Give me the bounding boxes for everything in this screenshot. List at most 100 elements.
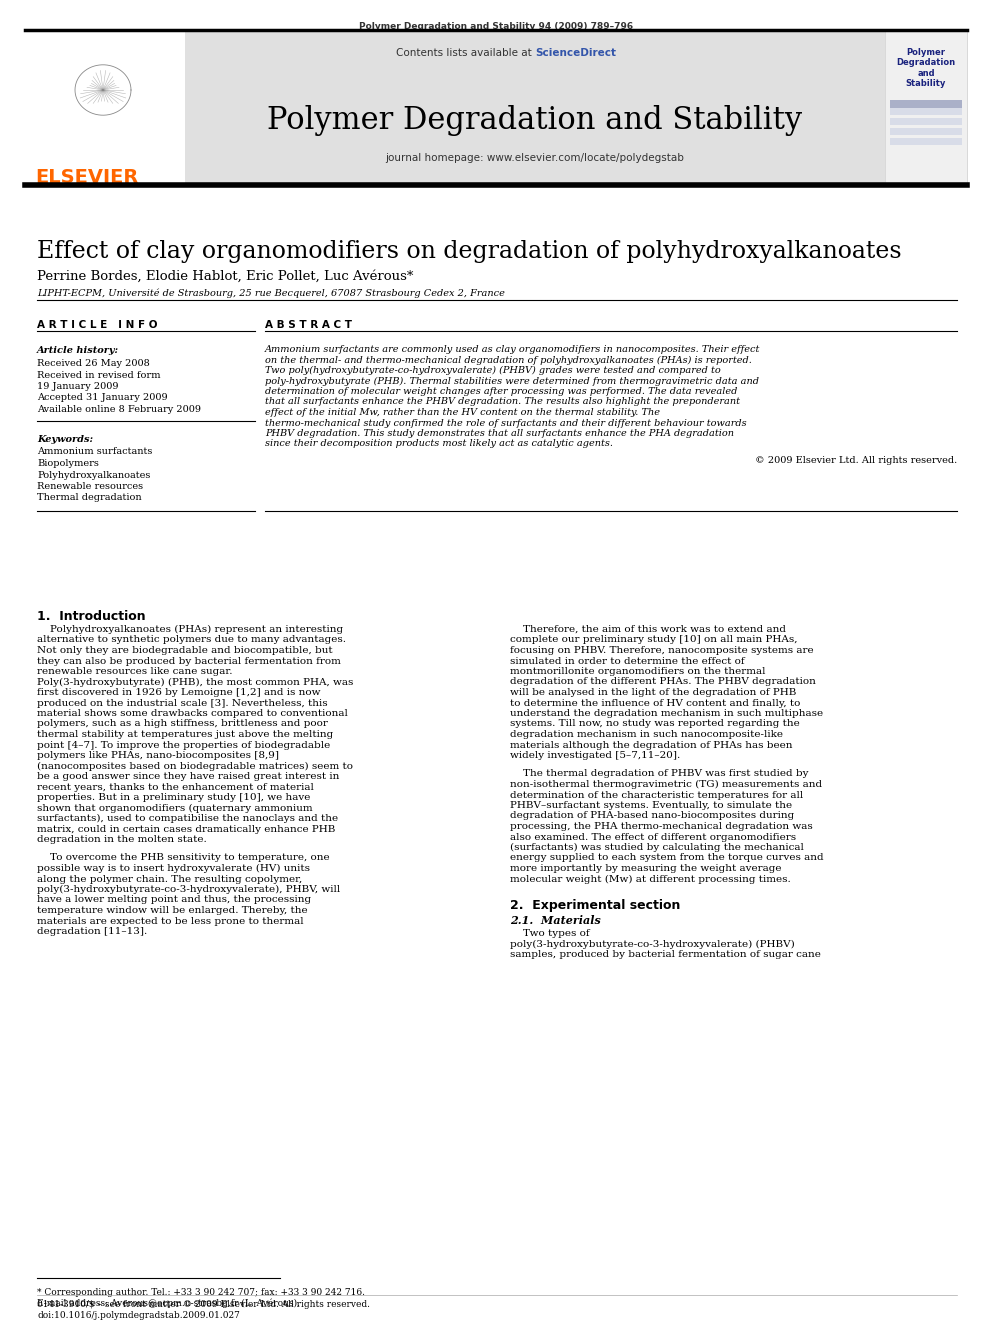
Text: materials although the degradation of PHAs has been: materials although the degradation of PH…: [510, 741, 793, 750]
Text: along the polymer chain. The resulting copolymer,: along the polymer chain. The resulting c…: [37, 875, 303, 884]
Text: Biopolymers: Biopolymers: [37, 459, 99, 468]
Text: Received in revised form: Received in revised form: [37, 370, 161, 380]
Text: to determine the influence of HV content and finally, to: to determine the influence of HV content…: [510, 699, 801, 708]
Text: non-isothermal thermogravimetric (TG) measurements and: non-isothermal thermogravimetric (TG) me…: [510, 781, 822, 789]
Text: Not only they are biodegradable and biocompatible, but: Not only they are biodegradable and bioc…: [37, 646, 332, 655]
Text: Polymer Degradation and Stability: Polymer Degradation and Stability: [268, 105, 803, 136]
Text: temperature window will be enlarged. Thereby, the: temperature window will be enlarged. The…: [37, 906, 308, 916]
Text: widely investigated [5–7,11–20].: widely investigated [5–7,11–20].: [510, 751, 681, 759]
Bar: [885, 30, 967, 185]
Text: degradation of PHA-based nano-biocomposites during: degradation of PHA-based nano-biocomposi…: [510, 811, 795, 820]
Text: To overcome the PHB sensitivity to temperature, one: To overcome the PHB sensitivity to tempe…: [37, 853, 329, 863]
Text: Keywords:: Keywords:: [37, 434, 93, 443]
Text: 19 January 2009: 19 January 2009: [37, 382, 118, 392]
Text: The thermal degradation of PHBV was first studied by: The thermal degradation of PHBV was firs…: [510, 770, 808, 778]
Text: material shows some drawbacks compared to conventional: material shows some drawbacks compared t…: [37, 709, 348, 718]
Text: degradation [11–13].: degradation [11–13].: [37, 927, 147, 935]
Text: Two types of: Two types of: [510, 929, 589, 938]
Text: PHBV degradation. This study demonstrates that all surfactants enhance the PHA d: PHBV degradation. This study demonstrate…: [265, 429, 734, 438]
Text: Therefore, the aim of this work was to extend and: Therefore, the aim of this work was to e…: [510, 624, 786, 634]
Text: samples, produced by bacterial fermentation of sugar cane: samples, produced by bacterial fermentat…: [510, 950, 820, 959]
Text: Ammonium surfactants are commonly used as clay organomodifiers in nanocomposites: Ammonium surfactants are commonly used a…: [265, 345, 761, 355]
Text: more importantly by measuring the weight average: more importantly by measuring the weight…: [510, 864, 782, 873]
Bar: [890, 128, 962, 135]
Text: since their decomposition products most likely act as catalytic agents.: since their decomposition products most …: [265, 439, 613, 448]
Text: Polyhydroxyalkanoates (PHAs) represent an interesting: Polyhydroxyalkanoates (PHAs) represent a…: [37, 624, 343, 634]
Text: renewable resources like cane sugar.: renewable resources like cane sugar.: [37, 667, 232, 676]
Text: polymers like PHAs, nano-biocomposites [8,9]: polymers like PHAs, nano-biocomposites […: [37, 751, 279, 759]
Text: poly(3-hydroxybutyrate-co-3-hydroxyvalerate) (PHBV): poly(3-hydroxybutyrate-co-3-hydroxyvaler…: [510, 939, 795, 949]
Text: energy supplied to each system from the torque curves and: energy supplied to each system from the …: [510, 853, 823, 863]
Text: also examined. The effect of different organomodifiers: also examined. The effect of different o…: [510, 832, 797, 841]
Text: A R T I C L E   I N F O: A R T I C L E I N F O: [37, 320, 158, 329]
Text: processing, the PHA thermo-mechanical degradation was: processing, the PHA thermo-mechanical de…: [510, 822, 812, 831]
Text: systems. Till now, no study was reported regarding the: systems. Till now, no study was reported…: [510, 720, 800, 729]
Text: they can also be produced by bacterial fermentation from: they can also be produced by bacterial f…: [37, 656, 341, 665]
Bar: [890, 101, 962, 108]
Bar: [890, 118, 962, 124]
Text: understand the degradation mechanism in such multiphase: understand the degradation mechanism in …: [510, 709, 823, 718]
Text: PHBV–surfactant systems. Eventually, to simulate the: PHBV–surfactant systems. Eventually, to …: [510, 800, 793, 810]
Text: be a good answer since they have raised great interest in: be a good answer since they have raised …: [37, 773, 339, 781]
Text: Renewable resources: Renewable resources: [37, 482, 143, 491]
Text: Perrine Bordes, Elodie Hablot, Eric Pollet, Luc Avérous*: Perrine Bordes, Elodie Hablot, Eric Poll…: [37, 270, 414, 283]
Text: Article history:: Article history:: [37, 347, 119, 355]
Text: ScienceDirect: ScienceDirect: [535, 48, 616, 58]
Text: produced on the industrial scale [3]. Nevertheless, this: produced on the industrial scale [3]. Ne…: [37, 699, 327, 708]
Text: (nanocomposites based on biodegradable matrices) seem to: (nanocomposites based on biodegradable m…: [37, 762, 353, 770]
Text: first discovered in 1926 by Lemoigne [1,2] and is now: first discovered in 1926 by Lemoigne [1,…: [37, 688, 320, 697]
Text: A B S T R A C T: A B S T R A C T: [265, 320, 352, 329]
Text: E-mail address: Averous@ecpm.u-strasbg.fr (L. Avérous).: E-mail address: Averous@ecpm.u-strasbg.f…: [37, 1299, 300, 1308]
Text: doi:10.1016/j.polymdegradstab.2009.01.027: doi:10.1016/j.polymdegradstab.2009.01.02…: [37, 1311, 240, 1320]
Text: 2.1.  Materials: 2.1. Materials: [510, 916, 601, 926]
Text: ELSEVIER: ELSEVIER: [35, 168, 138, 187]
Text: surfactants), used to compatibilise the nanoclays and the: surfactants), used to compatibilise the …: [37, 814, 338, 823]
Text: alternative to synthetic polymers due to many advantages.: alternative to synthetic polymers due to…: [37, 635, 346, 644]
Text: degradation mechanism in such nanocomposite-like: degradation mechanism in such nanocompos…: [510, 730, 783, 740]
Text: have a lower melting point and thus, the processing: have a lower melting point and thus, the…: [37, 896, 311, 905]
Text: molecular weight (Mw) at different processing times.: molecular weight (Mw) at different proce…: [510, 875, 791, 884]
Text: montmorillonite organomodifiers on the thermal: montmorillonite organomodifiers on the t…: [510, 667, 766, 676]
Text: determination of the characteristic temperatures for all: determination of the characteristic temp…: [510, 791, 804, 799]
Text: 2.  Experimental section: 2. Experimental section: [510, 900, 681, 912]
Text: shown that organomodifiers (quaternary ammonium: shown that organomodifiers (quaternary a…: [37, 803, 312, 812]
Text: thermal stability at temperatures just above the melting: thermal stability at temperatures just a…: [37, 730, 333, 740]
Text: Ammonium surfactants: Ammonium surfactants: [37, 447, 153, 456]
Text: Effect of clay organomodifiers on degradation of polyhydroxyalkanoates: Effect of clay organomodifiers on degrad…: [37, 239, 902, 263]
Text: Thermal degradation: Thermal degradation: [37, 493, 142, 503]
Text: Polymer
Degradation
and
Stability: Polymer Degradation and Stability: [897, 48, 955, 89]
Text: Two poly(hydroxybutyrate-co-hydroxyvalerate) (PHBV) grades were tested and compa: Two poly(hydroxybutyrate-co-hydroxyvaler…: [265, 366, 721, 376]
Text: determination of molecular weight changes after processing was performed. The da: determination of molecular weight change…: [265, 388, 737, 396]
Text: degradation in the molten state.: degradation in the molten state.: [37, 835, 206, 844]
Text: Polyhydroxyalkanoates: Polyhydroxyalkanoates: [37, 471, 151, 479]
Text: matrix, could in certain cases dramatically enhance PHB: matrix, could in certain cases dramatica…: [37, 824, 335, 833]
Text: focusing on PHBV. Therefore, nanocomposite systems are: focusing on PHBV. Therefore, nanocomposi…: [510, 646, 813, 655]
Bar: [890, 108, 962, 115]
Text: that all surfactants enhance the PHBV degradation. The results also highlight th: that all surfactants enhance the PHBV de…: [265, 397, 740, 406]
Text: 0141-3910/$ – see front matter © 2009 Elsevier Ltd. All rights reserved.: 0141-3910/$ – see front matter © 2009 El…: [37, 1301, 370, 1308]
Text: thermo-mechanical study confirmed the role of surfactants and their different be: thermo-mechanical study confirmed the ro…: [265, 418, 747, 427]
Bar: [185, 30, 885, 185]
Text: Received 26 May 2008: Received 26 May 2008: [37, 359, 150, 368]
Text: * Corresponding author. Tel.: +33 3 90 242 707; fax: +33 3 90 242 716.: * Corresponding author. Tel.: +33 3 90 2…: [37, 1289, 365, 1297]
Text: Contents lists available at: Contents lists available at: [396, 48, 535, 58]
Bar: [25, 30, 185, 185]
Text: on the thermal- and thermo-mechanical degradation of polyhydroxyalkanoates (PHAs: on the thermal- and thermo-mechanical de…: [265, 356, 752, 365]
Text: simulated in order to determine the effect of: simulated in order to determine the effe…: [510, 656, 745, 665]
Text: possible way is to insert hydroxyvalerate (HV) units: possible way is to insert hydroxyvalerat…: [37, 864, 310, 873]
Text: Accepted 31 January 2009: Accepted 31 January 2009: [37, 393, 168, 402]
Text: poly(3-hydroxybutyrate-co-3-hydroxyvalerate), PHBV, will: poly(3-hydroxybutyrate-co-3-hydroxyvaler…: [37, 885, 340, 894]
Text: polymers, such as a high stiffness, brittleness and poor: polymers, such as a high stiffness, brit…: [37, 720, 328, 729]
Text: complete our preliminary study [10] on all main PHAs,: complete our preliminary study [10] on a…: [510, 635, 798, 644]
Text: LIPHT-ECPM, Université de Strasbourg, 25 rue Becquerel, 67087 Strasbourg Cedex 2: LIPHT-ECPM, Université de Strasbourg, 25…: [37, 288, 505, 299]
Text: journal homepage: www.elsevier.com/locate/polydegstab: journal homepage: www.elsevier.com/locat…: [386, 153, 684, 163]
Text: Poly(3-hydroxybutyrate) (PHB), the most common PHA, was: Poly(3-hydroxybutyrate) (PHB), the most …: [37, 677, 353, 687]
Text: properties. But in a preliminary study [10], we have: properties. But in a preliminary study […: [37, 792, 310, 802]
Text: effect of the initial Mw, rather than the HV content on the thermal stability. T: effect of the initial Mw, rather than th…: [265, 407, 660, 417]
Text: Polymer Degradation and Stability 94 (2009) 789–796: Polymer Degradation and Stability 94 (20…: [359, 22, 633, 30]
Text: 1.  Introduction: 1. Introduction: [37, 610, 146, 623]
Bar: [890, 138, 962, 146]
Text: Available online 8 February 2009: Available online 8 February 2009: [37, 405, 201, 414]
Text: recent years, thanks to the enhancement of material: recent years, thanks to the enhancement …: [37, 782, 313, 791]
Text: © 2009 Elsevier Ltd. All rights reserved.: © 2009 Elsevier Ltd. All rights reserved…: [755, 456, 957, 464]
